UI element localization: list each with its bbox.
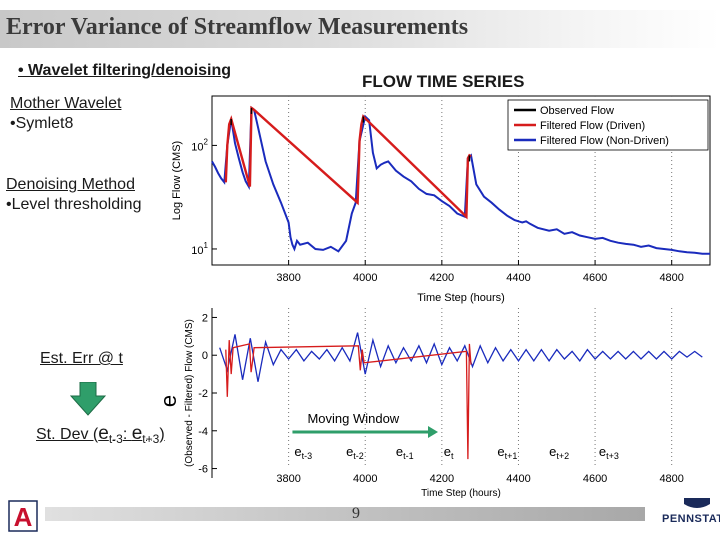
mother-wavelet-value: •Symlet8 (10, 115, 74, 132)
mother-wavelet-heading: Mother Wavelet (10, 95, 122, 112)
x-tick-label: 3800 (276, 272, 300, 284)
st-dev-prefix: St. Dev ( (36, 426, 99, 443)
x-tick-label: 4400 (506, 473, 530, 485)
y-tick-label: 2 (202, 312, 208, 324)
error-series-chart: 3800 4000 4200 4400 4600 4800 2 0 -2 -4 -6(Observe… (156, 308, 710, 499)
university-logo-letter: A (14, 502, 33, 532)
error-line-filtered-flow-driven- (225, 340, 472, 460)
y-tick-label: -2 (198, 388, 208, 400)
slide-title: Error Variance of Streamflow Measurement… (6, 14, 469, 40)
arrow-down-icon (70, 382, 106, 416)
flow-time-series-chart: 3800 4000 4200 4400 4600 4800 101 102 Log Flow (… (171, 95, 711, 304)
x-tick-label: 4600 (583, 272, 607, 284)
denoise-value: •Level thresholding (6, 196, 142, 213)
st-dev-sub1: t-3 (108, 432, 123, 447)
denoise-heading: Denoising Method (6, 176, 135, 193)
x-tick-label: 4800 (659, 473, 683, 485)
x-tick-label: 4800 (659, 272, 683, 284)
x-tick-label: 3800 (276, 473, 300, 485)
x-tick-label: 4000 (353, 272, 377, 284)
x-tick-label: 4200 (430, 473, 454, 485)
page-number: 9 (352, 505, 360, 522)
st-dev-e1: e (98, 423, 109, 444)
chart-title: FLOW TIME SERIES (362, 72, 525, 91)
x-axis-label: Time Step (hours) (417, 292, 505, 304)
x-axis-label: Time Step (hours) (421, 488, 501, 499)
legend-entry: Observed Flow (540, 105, 614, 117)
moving-window-label: Moving Window (307, 411, 399, 426)
est-err-label: Est. Err @ t (40, 350, 123, 367)
title-bar (0, 10, 720, 48)
y-tick-label: 102 (191, 137, 208, 153)
y-tick-label: 101 (191, 241, 208, 257)
pennstate-logo-text: PENNSTATE (662, 513, 720, 525)
legend-box (507, 99, 709, 151)
plot-area (212, 308, 710, 478)
st-dev-mid: : (122, 426, 132, 443)
side-e-symbol: e (156, 395, 181, 407)
university-logo-icon: A (8, 500, 38, 532)
window-label-et: et (444, 444, 454, 461)
window-label-et2: et-2 (346, 444, 364, 461)
st-dev-suffix: ) (159, 426, 165, 443)
pennstate-shield-icon (684, 498, 710, 508)
st-dev-label: St. Dev (et-3: et+3) (36, 423, 165, 446)
moving-window-arrow-head (428, 426, 439, 438)
y-tick-label: -6 (198, 464, 208, 476)
st-dev-sub2: t+3 (142, 432, 160, 447)
y-axis-label: Log Flow (CMS) (171, 141, 183, 220)
window-label-et1: et+1 (497, 444, 517, 461)
legend-entry: Filtered Flow (Non-Driven) (540, 135, 669, 147)
y-tick-label: 0 (202, 350, 208, 362)
legend-entry: Filtered Flow (Driven) (540, 120, 645, 132)
window-label-et2: et+2 (549, 444, 569, 461)
x-tick-label: 4000 (353, 473, 377, 485)
x-tick-label: 4600 (583, 473, 607, 485)
window-label-et3: et+3 (599, 444, 619, 461)
st-dev-e2: e (131, 423, 143, 444)
error-line-filtered-flow-non-driven- (219, 332, 703, 382)
series-line-filtered-flow-non-driven- (211, 105, 710, 255)
y-tick-label: -4 (198, 426, 208, 438)
window-label-et3: et-3 (294, 444, 312, 461)
x-tick-label: 4200 (430, 272, 454, 284)
footer-bar (45, 507, 645, 521)
y-axis-label: (Observed - Filtered) Flow (CMS) (184, 319, 195, 467)
window-label-et1: et-1 (396, 444, 414, 461)
x-tick-label: 4400 (506, 272, 530, 284)
bullet-wavelet-filtering: • Wavelet filtering/denoising (18, 62, 232, 79)
